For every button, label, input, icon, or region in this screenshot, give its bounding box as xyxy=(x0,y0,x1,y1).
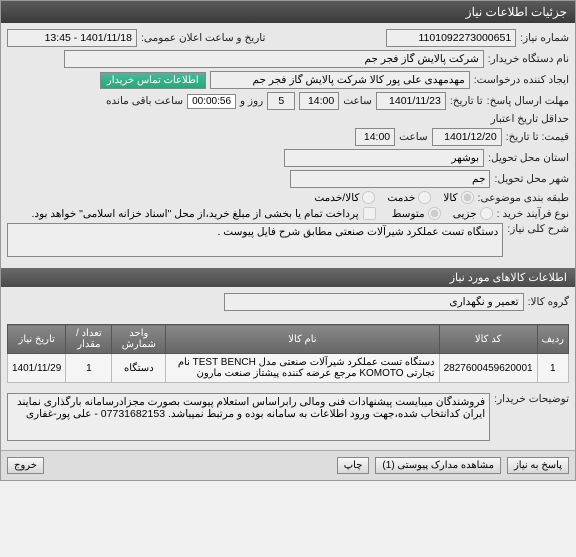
announce-field xyxy=(7,29,137,47)
validity-label2: قیمت: تا تاریخ: xyxy=(506,131,569,143)
col-code: کد کالا xyxy=(439,325,537,354)
time-label2: ساعت xyxy=(399,131,428,143)
days-remaining xyxy=(267,92,295,110)
group-label: گروه کالا: xyxy=(528,296,569,308)
header-title: جزئیات اطلاعات نیاز xyxy=(466,5,567,19)
desc-field xyxy=(7,223,503,257)
purchase-medium-input xyxy=(428,207,441,220)
cat-both-radio: کالا/خدمت xyxy=(314,191,375,204)
payment-label: پرداخت تمام یا بخشی از مبلغ خرید،از محل … xyxy=(32,208,359,220)
purchase-label: نوع فرآیند خرید : xyxy=(497,208,569,220)
col-qty: تعداد / مقدار xyxy=(66,325,112,354)
deadline-label: مهلت ارسال پاسخ: xyxy=(487,95,569,107)
group-field xyxy=(224,293,524,311)
purchase-small-input xyxy=(480,207,493,220)
cell-qty: 1 xyxy=(66,354,112,383)
announce-label: تاریخ و ساعت اعلان عمومی: xyxy=(141,32,265,44)
close-button[interactable]: خروج xyxy=(7,457,44,474)
cell-date: 1401/11/29 xyxy=(8,354,66,383)
cat-goods-label: کالا xyxy=(443,192,457,204)
cell-unit: دستگاه xyxy=(112,354,166,383)
items-header-title: اطلاعات کالاهای مورد نیاز xyxy=(450,272,567,284)
purchase-medium-radio: متوسط xyxy=(392,207,441,220)
timer-label: ساعت باقی مانده xyxy=(106,95,183,107)
countdown-timer: 00:00:56 xyxy=(187,94,236,109)
validity-date xyxy=(432,128,502,146)
province-label: استان محل تحویل: xyxy=(488,152,569,164)
cat-both-label: کالا/خدمت xyxy=(314,192,359,204)
col-date: تاریخ نیاز xyxy=(8,325,66,354)
notes-field xyxy=(7,393,490,441)
items-table: ردیف کد کالا نام کالا واحد شمارش تعداد /… xyxy=(7,324,569,383)
payment-checkbox xyxy=(363,207,376,220)
cat-service-label: خدمت xyxy=(387,192,415,204)
cat-goods-input xyxy=(461,191,474,204)
col-idx: ردیف xyxy=(537,325,568,354)
desc-label: شرح کلی نیاز: xyxy=(507,223,569,235)
creator-field xyxy=(210,71,470,89)
category-label: طبقه بندی موضوعی: xyxy=(478,192,569,204)
buyer-field xyxy=(64,50,484,68)
purchase-medium-label: متوسط xyxy=(392,208,425,220)
table-row[interactable]: 1 2827600459620001 دستگاه تست عملکرد شیر… xyxy=(8,354,569,383)
reqno-field xyxy=(386,29,516,47)
city-label: شهر محل تحویل: xyxy=(494,173,569,185)
print-button[interactable]: چاپ xyxy=(337,457,370,474)
purchase-small-radio: جزیی xyxy=(453,207,493,220)
creator-label: ایجاد کننده درخواست: xyxy=(474,74,569,86)
time-label1: ساعت xyxy=(343,95,372,107)
main-header: جزئیات اطلاعات نیاز xyxy=(1,1,575,23)
cat-both-input xyxy=(362,191,375,204)
deadline-time xyxy=(299,92,339,110)
purchase-small-label: جزیی xyxy=(453,208,477,220)
cell-code: 2827600459620001 xyxy=(439,354,537,383)
cat-service-radio: خدمت xyxy=(387,191,431,204)
validity-time xyxy=(355,128,395,146)
reply-button[interactable]: پاسخ به نیاز xyxy=(507,457,569,474)
buyer-label: نام دستگاه خریدار: xyxy=(488,53,569,65)
col-name: نام کالا xyxy=(166,325,439,354)
reqno-label: شماره نیاز: xyxy=(520,32,569,44)
col-unit: واحد شمارش xyxy=(112,325,166,354)
deadline-date xyxy=(376,92,446,110)
contact-buyer-button[interactable]: اطلاعات تماس خریدار xyxy=(100,72,206,89)
attachments-button[interactable]: مشاهده مدارک پیوستی (1) xyxy=(375,457,501,474)
notes-label: توضیحات خریدار: xyxy=(494,393,569,405)
deadline-label2: تا تاریخ: xyxy=(450,95,483,107)
cell-name: دستگاه تست عملکرد شیرآلات صنعتی مدل TEST… xyxy=(166,354,439,383)
cat-goods-radio: کالا xyxy=(443,191,473,204)
province-field xyxy=(284,149,484,167)
cell-idx: 1 xyxy=(537,354,568,383)
cat-service-input xyxy=(418,191,431,204)
city-field xyxy=(290,170,490,188)
items-header: اطلاعات کالاهای مورد نیاز xyxy=(1,268,575,287)
days-unit: روز و xyxy=(240,95,263,107)
validity-label: حداقل تاریخ اعتبار xyxy=(491,113,569,125)
